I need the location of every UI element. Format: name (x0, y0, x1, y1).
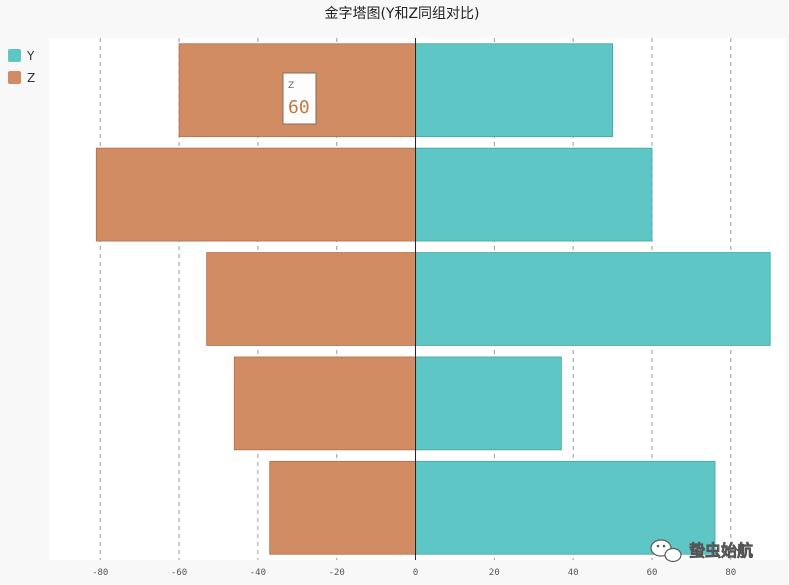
tooltip-box (282, 72, 317, 125)
x-tick-label: 40 (568, 568, 579, 578)
bar-y[interactable] (415, 460, 716, 555)
legend-label-z: Z (27, 71, 35, 85)
watermark: 蛰虫始航 (650, 539, 753, 563)
legend-item-y[interactable]: Y (8, 49, 35, 63)
x-tick-label: -60 (171, 568, 187, 578)
bar-z[interactable] (269, 460, 416, 555)
legend-item-z[interactable]: Z (8, 71, 35, 85)
x-tick-label: -20 (329, 568, 345, 578)
bar-y[interactable] (415, 356, 562, 451)
legend-swatch-y (8, 49, 21, 62)
tooltip-value: 60 (288, 97, 310, 118)
x-tick-label: 20 (489, 568, 500, 578)
x-tick-label: -40 (250, 568, 266, 578)
bar-y[interactable] (415, 252, 771, 346)
chart-title: 金字塔图(Y和Z同组对比) (324, 6, 479, 22)
bar-y[interactable] (415, 147, 653, 242)
tooltip-series: Z (288, 81, 294, 91)
tooltip: Z 60 (282, 72, 317, 125)
x-tick-label: 0 (413, 568, 418, 578)
bar-y[interactable] (415, 43, 613, 138)
legend: Y Z (8, 49, 35, 85)
axis: -80 -60 -40 -20 0 20 40 60 80 (92, 38, 736, 578)
x-tick-label: 60 (647, 568, 658, 578)
legend-swatch-z (8, 71, 21, 84)
watermark-text: 蛰虫始航 (689, 541, 753, 560)
wechat-icon (650, 539, 682, 563)
bar-z[interactable] (95, 147, 416, 242)
x-tick-label: 80 (725, 568, 736, 578)
bar-z[interactable] (233, 356, 416, 451)
x-tick-label: -80 (92, 568, 108, 578)
legend-label-y: Y (26, 49, 35, 63)
bar-z[interactable] (206, 252, 416, 346)
